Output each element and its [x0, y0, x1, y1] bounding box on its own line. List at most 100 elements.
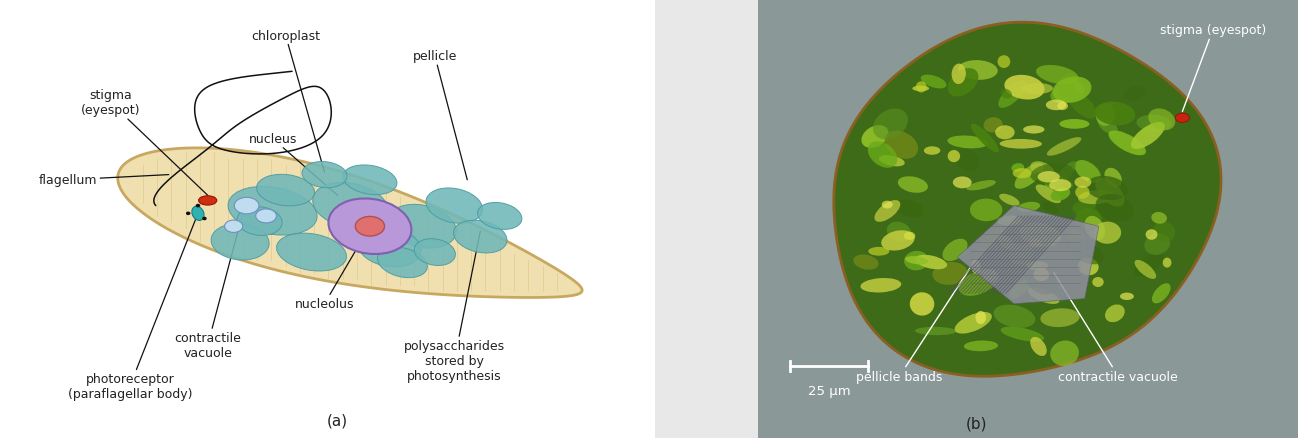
Ellipse shape: [1085, 177, 1128, 201]
Ellipse shape: [256, 209, 276, 223]
Ellipse shape: [1057, 74, 1077, 98]
Ellipse shape: [1064, 238, 1103, 265]
Text: nucleus: nucleus: [248, 133, 337, 196]
Text: nucleolus: nucleolus: [295, 227, 370, 311]
Ellipse shape: [1153, 222, 1175, 242]
Ellipse shape: [1093, 277, 1103, 287]
Ellipse shape: [478, 203, 522, 230]
Ellipse shape: [1019, 223, 1060, 247]
Ellipse shape: [414, 239, 456, 266]
Ellipse shape: [356, 217, 384, 237]
Ellipse shape: [998, 56, 1010, 69]
Ellipse shape: [1134, 253, 1163, 277]
Ellipse shape: [971, 124, 999, 153]
Ellipse shape: [1041, 308, 1080, 327]
Text: pellicle: pellicle: [413, 50, 467, 180]
Ellipse shape: [915, 327, 957, 336]
Ellipse shape: [951, 64, 966, 85]
Ellipse shape: [1042, 202, 1058, 214]
Text: photoreceptor
(paraflagellar body): photoreceptor (paraflagellar body): [67, 214, 199, 400]
Ellipse shape: [313, 183, 388, 229]
Ellipse shape: [1045, 178, 1062, 189]
Ellipse shape: [387, 205, 457, 249]
Ellipse shape: [186, 212, 191, 215]
Ellipse shape: [915, 255, 948, 270]
Ellipse shape: [1027, 261, 1049, 270]
Ellipse shape: [884, 131, 918, 159]
Ellipse shape: [1120, 293, 1134, 300]
Ellipse shape: [1075, 186, 1089, 199]
Ellipse shape: [948, 136, 988, 149]
Ellipse shape: [1077, 191, 1115, 205]
Ellipse shape: [993, 305, 1036, 328]
Ellipse shape: [1055, 162, 1076, 187]
Ellipse shape: [953, 177, 972, 189]
Ellipse shape: [983, 269, 997, 282]
Ellipse shape: [955, 149, 980, 172]
Ellipse shape: [453, 221, 508, 253]
Ellipse shape: [1001, 327, 1044, 342]
Ellipse shape: [202, 217, 206, 221]
Ellipse shape: [1009, 243, 1033, 265]
Ellipse shape: [997, 216, 1023, 226]
Ellipse shape: [1059, 120, 1089, 130]
Ellipse shape: [257, 175, 314, 206]
Text: stigma (eyespot): stigma (eyespot): [1159, 25, 1266, 112]
Ellipse shape: [868, 247, 889, 256]
Ellipse shape: [228, 187, 317, 236]
Ellipse shape: [964, 341, 998, 351]
Text: chloroplast: chloroplast: [251, 30, 324, 173]
Ellipse shape: [1175, 114, 1189, 123]
Ellipse shape: [1028, 288, 1059, 304]
Ellipse shape: [1037, 172, 1059, 183]
Ellipse shape: [971, 260, 981, 274]
Ellipse shape: [1029, 240, 1042, 248]
Ellipse shape: [358, 227, 421, 267]
Ellipse shape: [1053, 77, 1092, 104]
Ellipse shape: [984, 118, 1002, 133]
Ellipse shape: [993, 259, 1015, 277]
Text: stigma
(eyespot): stigma (eyespot): [80, 89, 208, 196]
Polygon shape: [118, 148, 582, 298]
Ellipse shape: [1105, 305, 1125, 322]
Ellipse shape: [192, 207, 204, 221]
Ellipse shape: [1075, 177, 1092, 188]
Ellipse shape: [1033, 268, 1049, 282]
Ellipse shape: [1031, 162, 1055, 180]
Ellipse shape: [212, 224, 269, 261]
Text: polysaccharides
stored by
photosynthesis: polysaccharides stored by photosynthesis: [404, 232, 505, 382]
Ellipse shape: [954, 312, 992, 334]
Ellipse shape: [932, 262, 967, 285]
Ellipse shape: [999, 194, 1020, 206]
Ellipse shape: [1093, 222, 1121, 244]
Ellipse shape: [905, 257, 928, 265]
Text: 25 μm: 25 μm: [807, 384, 850, 397]
Bar: [758, 0, 1298, 438]
Ellipse shape: [861, 279, 901, 293]
Ellipse shape: [999, 140, 1042, 149]
Ellipse shape: [426, 188, 483, 224]
Ellipse shape: [1124, 87, 1145, 102]
Ellipse shape: [234, 198, 260, 214]
Ellipse shape: [1036, 185, 1060, 204]
Ellipse shape: [997, 235, 1015, 250]
Ellipse shape: [1015, 163, 1044, 189]
Ellipse shape: [1031, 164, 1073, 184]
Ellipse shape: [378, 247, 427, 278]
Ellipse shape: [905, 251, 928, 271]
Ellipse shape: [879, 156, 905, 167]
Ellipse shape: [225, 221, 243, 233]
Ellipse shape: [1075, 161, 1101, 184]
Ellipse shape: [959, 269, 999, 296]
Ellipse shape: [903, 232, 915, 240]
Ellipse shape: [1085, 216, 1105, 241]
Ellipse shape: [948, 69, 979, 97]
Ellipse shape: [875, 201, 901, 223]
Ellipse shape: [1105, 168, 1121, 188]
Text: (a): (a): [327, 413, 348, 427]
Ellipse shape: [276, 233, 347, 272]
Ellipse shape: [1131, 123, 1164, 150]
Ellipse shape: [868, 142, 897, 168]
Ellipse shape: [1046, 100, 1067, 111]
Text: flagellum: flagellum: [39, 174, 169, 187]
